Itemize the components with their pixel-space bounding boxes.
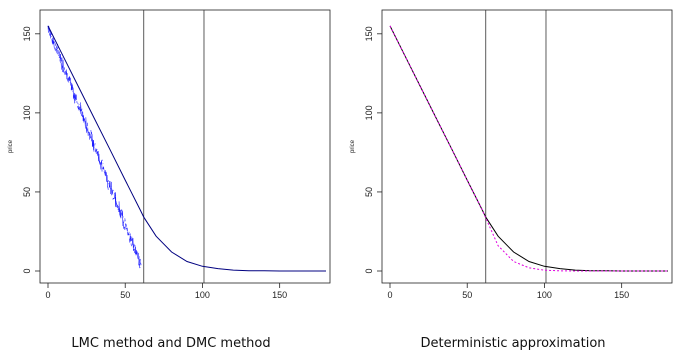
chart-panel-lmc-dmc: 0 50 100 150 0 50 100 150 price LMC method and D…	[8, 9, 331, 351]
chart-panel-deterministic: 0 50 100 150 0 50 100 150 price Deterministic ap…	[342, 0, 684, 360]
series-noisy-paths	[47, 25, 142, 269]
y-tick-label: 150	[22, 26, 32, 41]
x-tick-label: 100	[195, 290, 210, 300]
x-tick-label: 0	[387, 290, 392, 300]
chart-lmc-dmc: 0 50 100 150 0 50 100 150 price	[8, 9, 331, 300]
chart-title: LMC method and DMC method	[71, 336, 271, 351]
y-tick-label: 50	[22, 187, 32, 197]
y-tick-label: 0	[364, 268, 374, 273]
y-axis-label: price	[350, 139, 356, 153]
x-tick-label: 100	[537, 290, 552, 300]
y-tick-label: 0	[22, 268, 32, 273]
series-line-1	[47, 25, 326, 272]
x-tick-label: 0	[45, 290, 50, 300]
chart-title: Deterministic approximation	[420, 336, 606, 351]
y-axis-label: price	[8, 139, 14, 153]
x-tick-label: 150	[272, 290, 287, 300]
series-line-0	[389, 25, 668, 272]
plot-frame	[39, 9, 331, 284]
y-tick-label: 100	[22, 105, 32, 120]
chart-deterministic: 0 50 100 150 0 50 100 150 price	[350, 9, 673, 300]
series-line-1	[389, 25, 668, 272]
x-tick-label: 150	[614, 290, 629, 300]
y-tick-label: 150	[364, 26, 374, 41]
x-tick-label: 50	[462, 290, 472, 300]
y-tick-label: 50	[364, 187, 374, 197]
x-tick-label: 50	[120, 290, 130, 300]
y-tick-label: 100	[364, 105, 374, 120]
plot-frame	[381, 9, 673, 284]
